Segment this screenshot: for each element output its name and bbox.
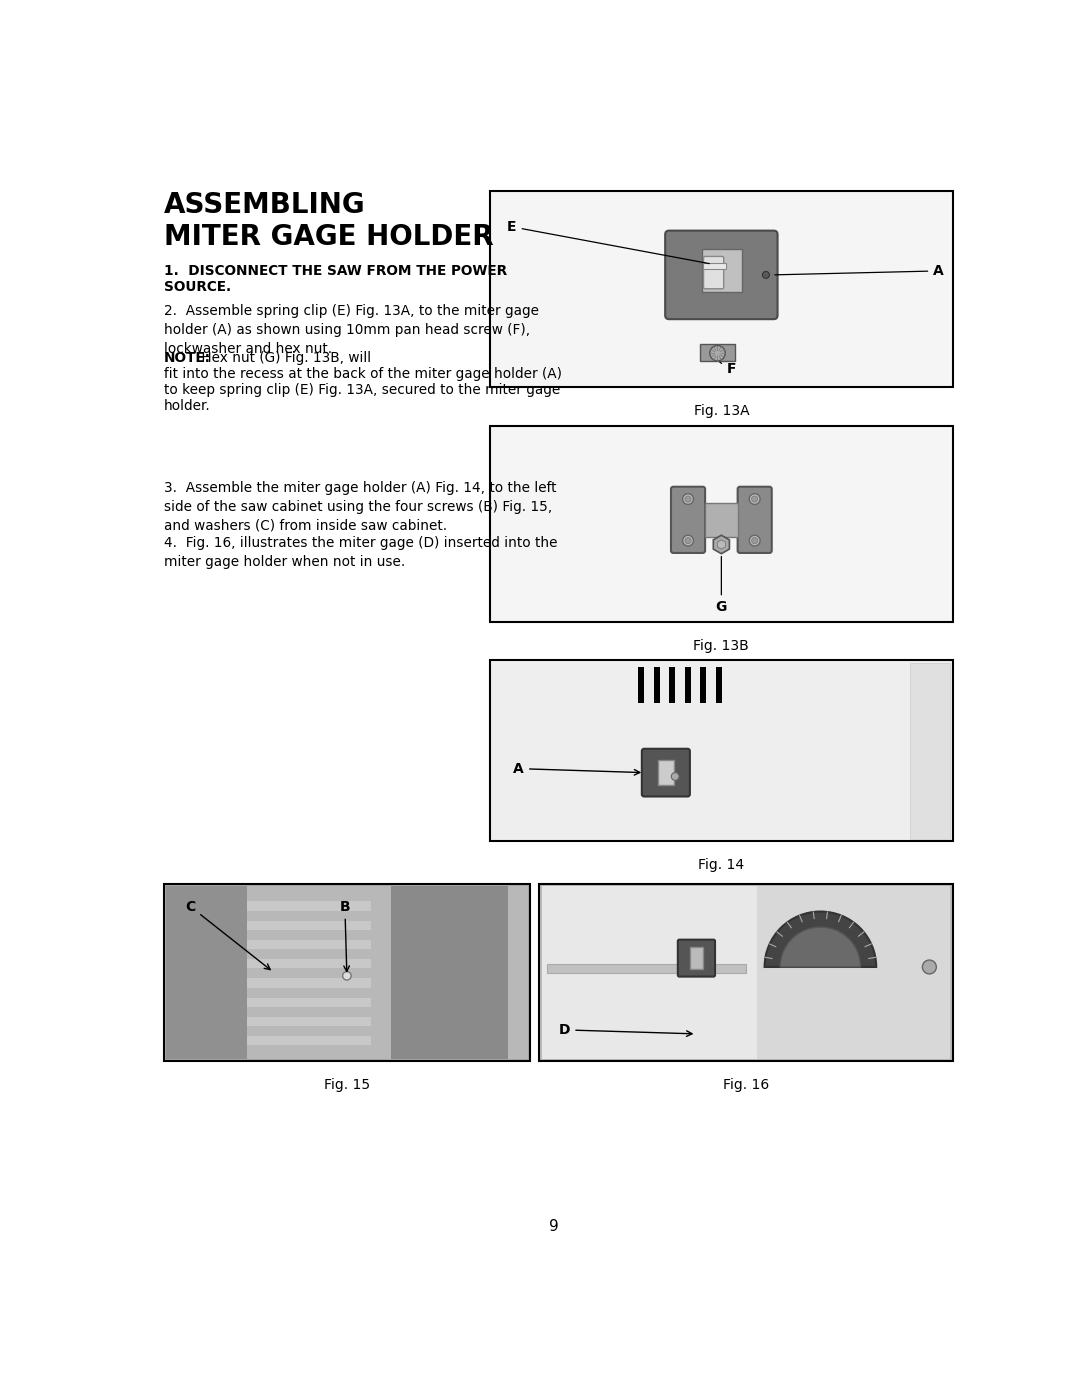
Bar	[170, 921, 372, 930]
Bar	[490, 426, 953, 622]
Bar	[539, 884, 953, 1060]
Bar	[170, 940, 372, 949]
Text: ASSEMBLING: ASSEMBLING	[164, 191, 365, 219]
Circle shape	[710, 345, 726, 360]
Circle shape	[922, 960, 936, 974]
Bar	[170, 901, 372, 911]
Bar	[658, 760, 674, 785]
Text: SOURCE.: SOURCE.	[164, 279, 231, 293]
Bar	[705, 503, 738, 536]
FancyBboxPatch shape	[738, 486, 772, 553]
Bar	[490, 661, 953, 841]
Text: to keep spring clip (E) Fig. 13A, secured to the miter gage: to keep spring clip (E) Fig. 13A, secure…	[164, 383, 559, 397]
Text: Fig. 13A: Fig. 13A	[693, 404, 750, 418]
FancyBboxPatch shape	[671, 486, 705, 553]
Bar	[700, 666, 706, 703]
Bar	[170, 1017, 372, 1027]
Bar	[164, 884, 530, 1060]
Circle shape	[683, 535, 693, 546]
Bar	[542, 886, 950, 1059]
FancyBboxPatch shape	[678, 940, 715, 977]
Bar	[702, 250, 742, 292]
Circle shape	[750, 535, 760, 546]
Bar	[685, 666, 691, 703]
Text: MITER GAGE HOLDER: MITER GAGE HOLDER	[164, 224, 494, 251]
FancyBboxPatch shape	[665, 231, 778, 319]
FancyBboxPatch shape	[703, 257, 724, 289]
Bar	[170, 978, 372, 988]
Text: holder.: holder.	[164, 398, 211, 412]
Text: Fig. 13B: Fig. 13B	[693, 638, 750, 652]
Wedge shape	[765, 911, 876, 967]
Circle shape	[683, 493, 693, 504]
Bar	[638, 666, 645, 703]
Circle shape	[750, 493, 760, 504]
Bar	[492, 662, 950, 840]
Text: Hex nut (G) Fig. 13B, will: Hex nut (G) Fig. 13B, will	[198, 351, 372, 365]
Bar	[716, 666, 721, 703]
Bar	[166, 886, 246, 1059]
Text: Fig. 16: Fig. 16	[723, 1077, 769, 1092]
Text: B: B	[339, 900, 350, 971]
Text: NOTE:: NOTE:	[164, 351, 211, 365]
Bar	[910, 662, 950, 840]
Bar	[391, 886, 508, 1059]
Polygon shape	[713, 535, 729, 553]
Text: 3.  Assemble the miter gage holder (A) Fig. 14, to the left
side of the saw cabi: 3. Assemble the miter gage holder (A) Fi…	[164, 481, 556, 532]
Text: 4.  Fig. 16, illustrates the miter gage (D) inserted into the
miter gage holder : 4. Fig. 16, illustrates the miter gage (…	[164, 536, 557, 569]
Bar	[166, 886, 528, 1059]
Bar	[490, 191, 953, 387]
Text: D: D	[558, 1023, 692, 1037]
Bar	[670, 666, 675, 703]
Bar	[170, 997, 372, 1007]
Polygon shape	[717, 539, 726, 549]
Bar	[653, 666, 660, 703]
Circle shape	[752, 538, 758, 543]
Wedge shape	[780, 928, 861, 967]
Bar	[170, 960, 372, 968]
FancyBboxPatch shape	[642, 749, 690, 796]
Text: C: C	[186, 900, 270, 970]
Text: E: E	[508, 219, 710, 264]
Text: A: A	[775, 264, 944, 278]
Bar	[701, 344, 734, 360]
Text: 2.  Assemble spring clip (E) Fig. 13A, to the miter gage
holder (A) as shown usi: 2. Assemble spring clip (E) Fig. 13A, to…	[164, 305, 539, 356]
Circle shape	[762, 271, 769, 278]
Text: A: A	[513, 761, 639, 775]
Text: fit into the recess at the back of the miter gage holder (A): fit into the recess at the back of the m…	[164, 367, 562, 381]
Circle shape	[685, 538, 691, 543]
Circle shape	[685, 496, 691, 502]
Text: Fig. 15: Fig. 15	[324, 1077, 370, 1092]
Text: 9: 9	[549, 1220, 558, 1234]
Bar	[690, 947, 703, 970]
Text: Fig. 14: Fig. 14	[699, 858, 744, 872]
Bar	[703, 263, 726, 268]
Text: 1.  DISCONNECT THE SAW FROM THE POWER: 1. DISCONNECT THE SAW FROM THE POWER	[164, 264, 507, 278]
Bar	[548, 964, 745, 974]
Text: G: G	[716, 556, 727, 615]
Bar	[170, 1037, 372, 1045]
Circle shape	[342, 971, 351, 981]
Circle shape	[752, 496, 758, 502]
Text: F: F	[720, 362, 737, 376]
Circle shape	[672, 773, 679, 781]
Bar	[542, 886, 757, 1059]
